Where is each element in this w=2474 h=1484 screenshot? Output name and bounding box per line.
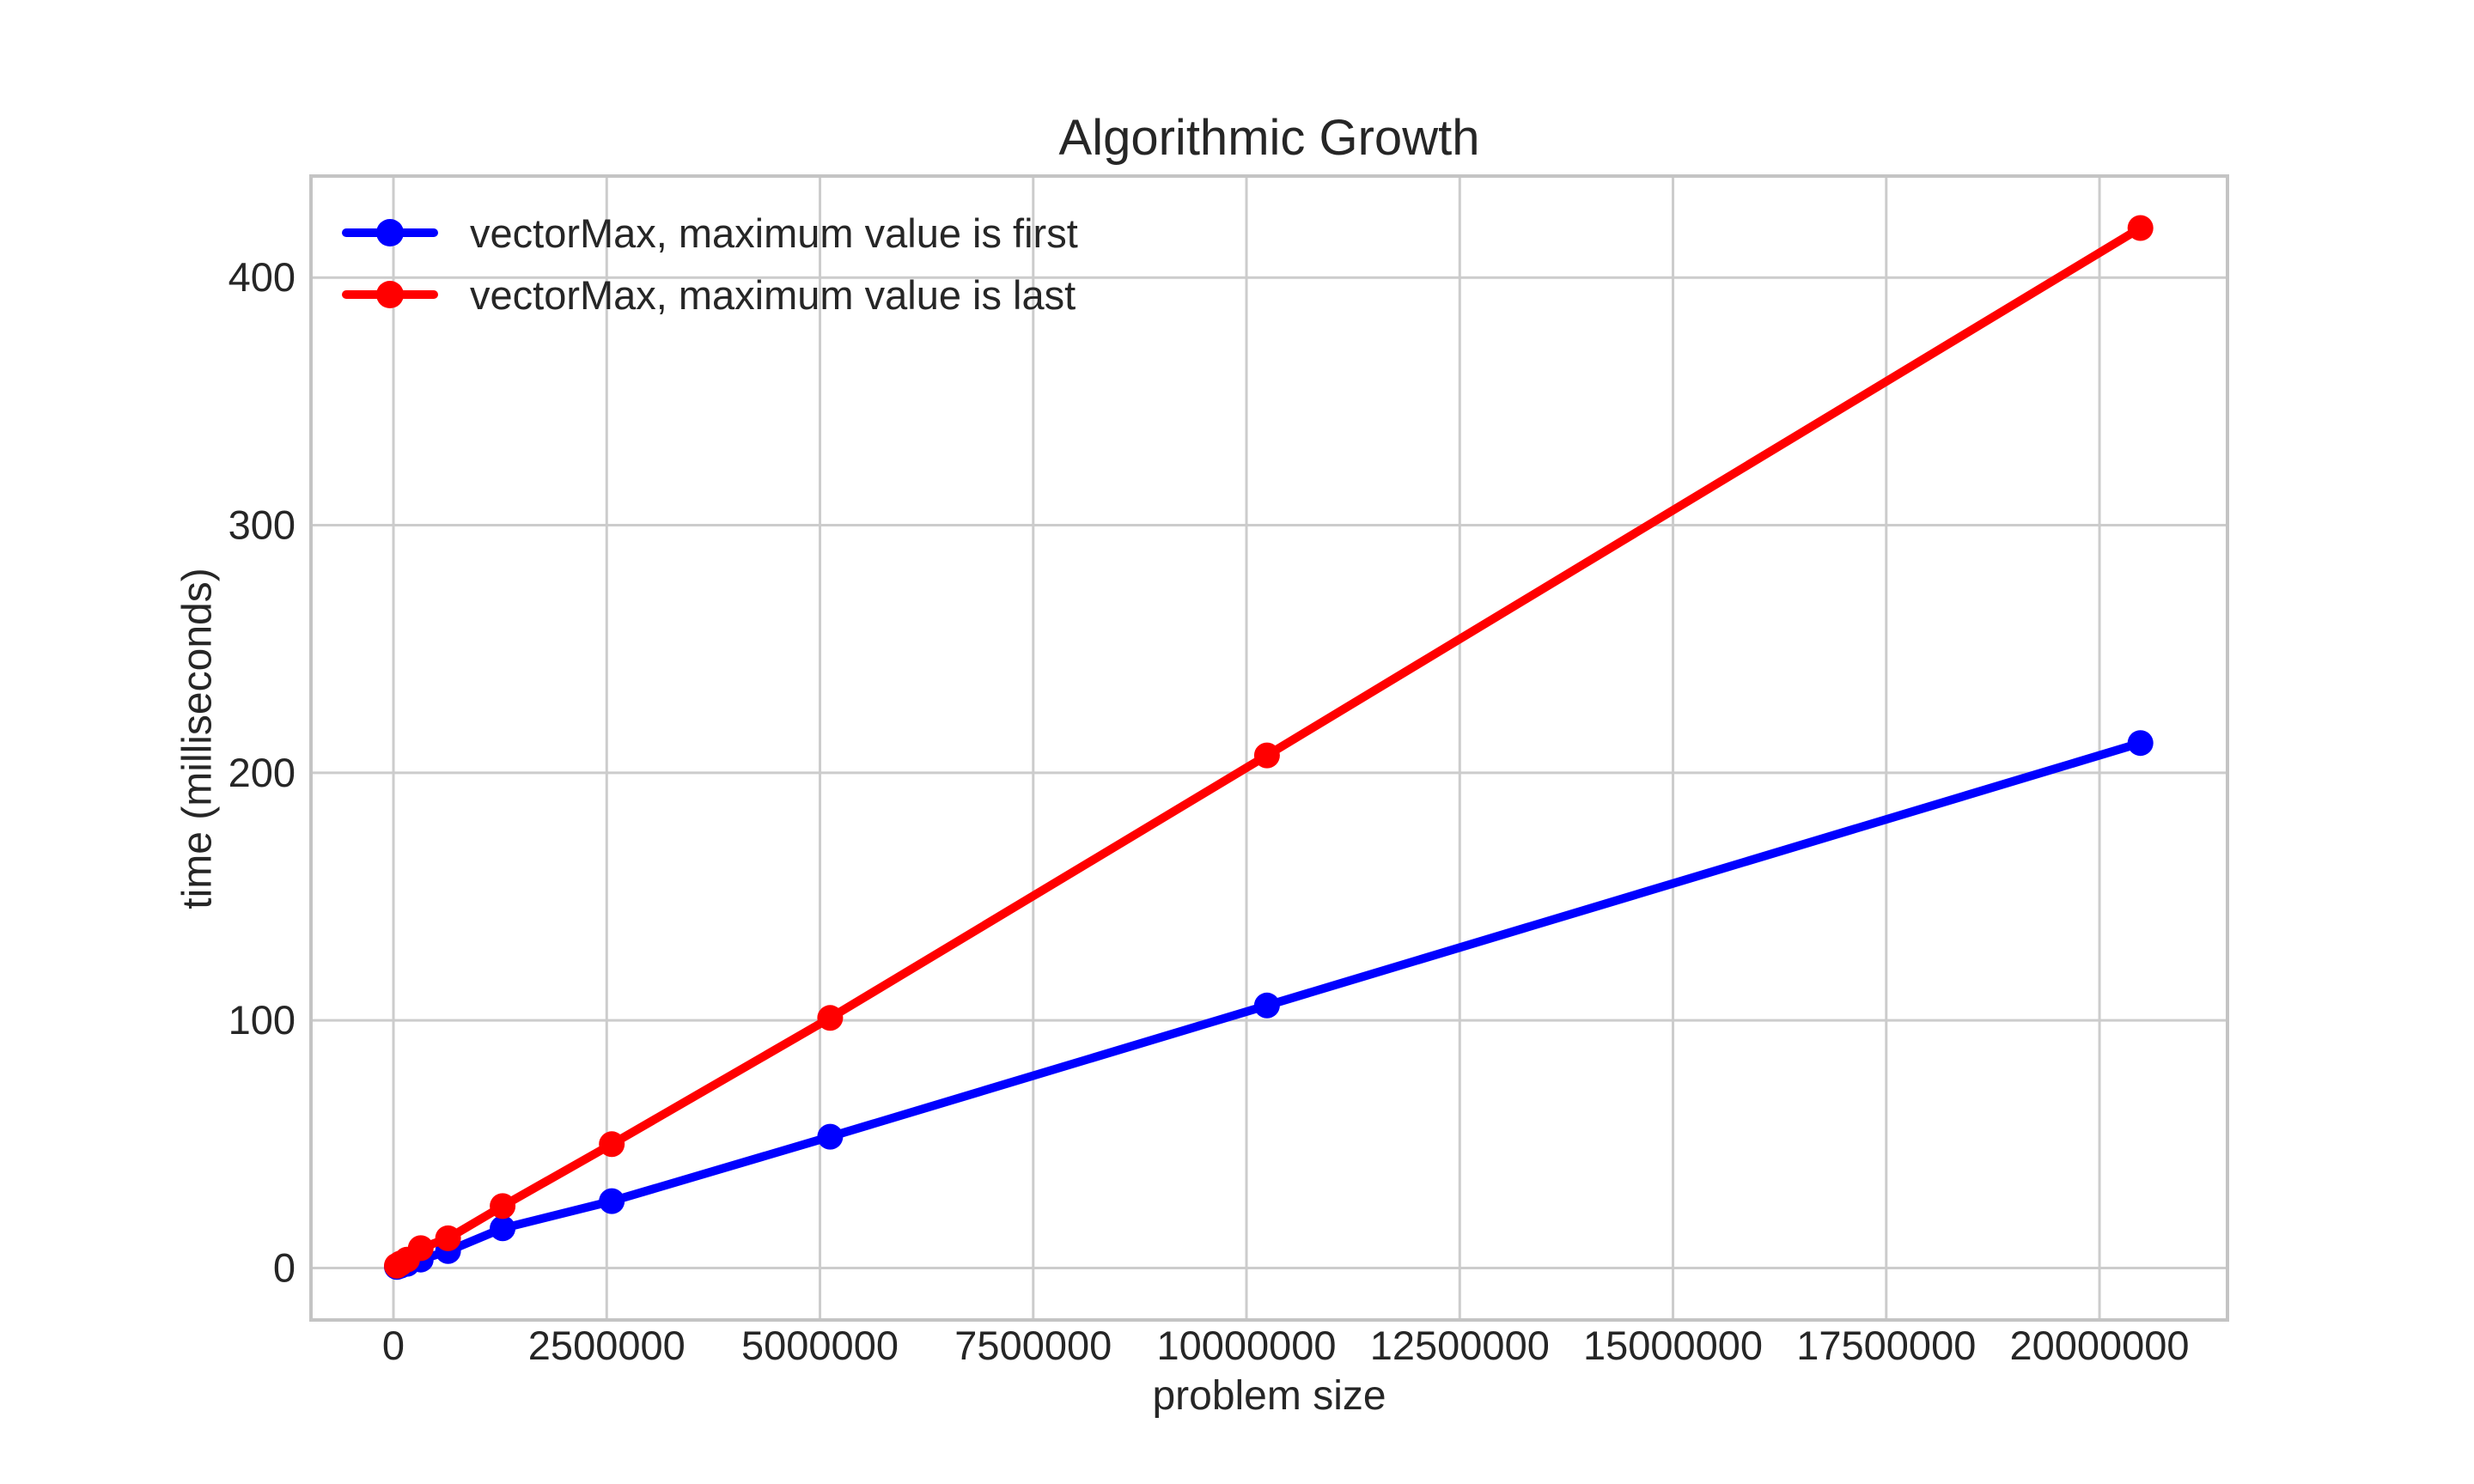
data-point-marker-1 bbox=[435, 1225, 461, 1251]
legend-label-max-last: vectorMax, maximum value is last bbox=[470, 271, 1076, 318]
x-tick-label: 15000000 bbox=[1583, 1323, 1763, 1368]
data-point-marker-1 bbox=[817, 1005, 844, 1031]
data-point-marker-1 bbox=[599, 1131, 625, 1158]
y-tick-label: 0 bbox=[273, 1244, 296, 1290]
x-tick-label: 2500000 bbox=[528, 1323, 686, 1368]
x-tick-label: 20000000 bbox=[2009, 1323, 2189, 1368]
data-point-marker-0 bbox=[599, 1188, 625, 1214]
legend-marker-red bbox=[376, 281, 404, 308]
legend: vectorMax, maximum value is first vector… bbox=[342, 205, 1078, 322]
axes-spines bbox=[309, 174, 2229, 1322]
y-tick-label: 100 bbox=[229, 997, 296, 1043]
legend-item-max-last: vectorMax, maximum value is last bbox=[342, 267, 1078, 322]
y-tick-label: 200 bbox=[229, 750, 296, 795]
legend-marker-blue bbox=[376, 219, 404, 246]
x-tick-label: 12500000 bbox=[1370, 1323, 1550, 1368]
data-point-marker-0 bbox=[817, 1123, 844, 1150]
x-tick-label: 0 bbox=[382, 1323, 405, 1368]
y-tick-label: 400 bbox=[229, 254, 296, 300]
legend-item-max-first: vectorMax, maximum value is first bbox=[342, 205, 1078, 260]
legend-label-max-first: vectorMax, maximum value is first bbox=[470, 210, 1078, 256]
data-point-marker-0 bbox=[2127, 730, 2154, 757]
x-axis-label: problem size bbox=[1152, 1373, 1386, 1419]
y-axis-label: time (milliseconds) bbox=[174, 568, 221, 909]
legend-sample-max-last bbox=[342, 277, 438, 312]
data-point-marker-1 bbox=[2127, 215, 2154, 241]
data-point-marker-1 bbox=[490, 1193, 516, 1219]
data-point-marker-0 bbox=[490, 1215, 516, 1242]
x-tick-label: 7500000 bbox=[954, 1323, 1112, 1368]
y-tick-label: 300 bbox=[229, 502, 296, 548]
x-tick-label: 10000000 bbox=[1156, 1323, 1336, 1368]
x-tick-label: 17500000 bbox=[1796, 1323, 1976, 1368]
data-point-marker-0 bbox=[1253, 992, 1280, 1019]
data-point-marker-1 bbox=[1253, 742, 1280, 769]
data-point-marker-1 bbox=[407, 1235, 434, 1262]
legend-sample-max-first bbox=[342, 216, 438, 250]
chart-title: Algorithmic Growth bbox=[1058, 110, 1480, 166]
x-tick-label: 5000000 bbox=[741, 1323, 899, 1368]
